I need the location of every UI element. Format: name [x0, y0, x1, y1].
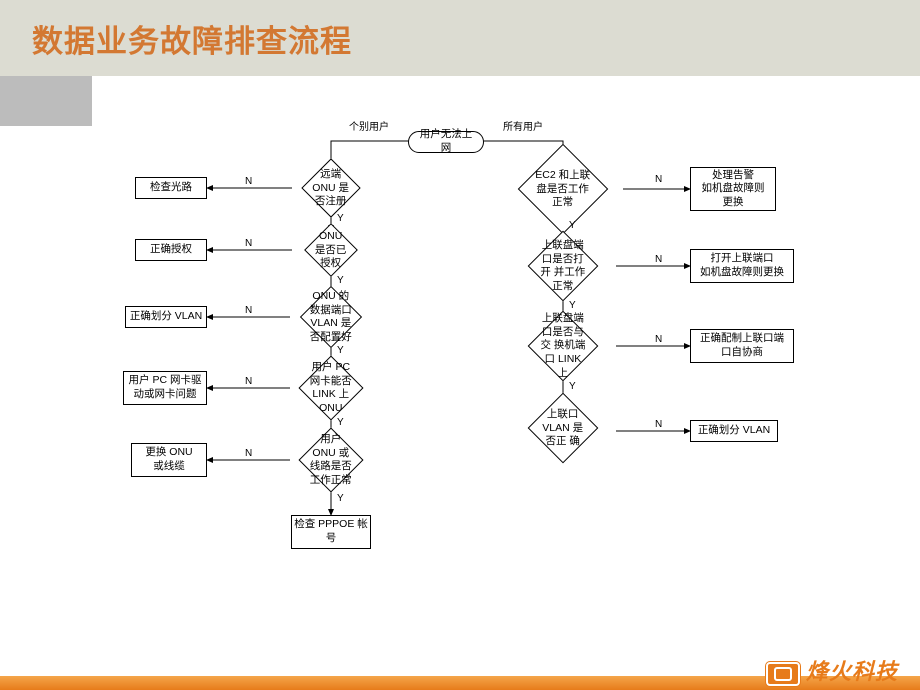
- right-a1: 处理告警 如机盘故障则 更换: [690, 167, 776, 211]
- right-a2: 打开上联端口 如机盘故障则更换: [690, 249, 794, 283]
- left-a1: 检查光路: [135, 177, 207, 199]
- left-a5: 更换 ONU 或线缆: [131, 443, 207, 477]
- lbl-y: Y: [337, 212, 344, 225]
- right-a4: 正确划分 VLAN: [690, 420, 778, 442]
- lbl-n: N: [655, 253, 662, 266]
- right-d2: 上联盘端口是否打开 并工作正常: [528, 231, 599, 302]
- side-block: [0, 76, 92, 126]
- left-a4: 用户 PC 网卡驱 动或网卡问题: [123, 371, 207, 405]
- lbl-y: Y: [337, 416, 344, 429]
- lbl-n: N: [655, 418, 662, 431]
- right-d1: EC2 和上联盘是否工作正常: [518, 144, 609, 235]
- logo-text: 烽火科技: [806, 654, 898, 686]
- lbl-n: N: [245, 237, 252, 250]
- lbl-n: N: [655, 333, 662, 346]
- branch-right-label: 所有用户: [493, 121, 553, 134]
- lbl-y: Y: [337, 492, 344, 505]
- page-title: 数据业务故障排查流程: [32, 16, 352, 61]
- left-d1: 远端 ONU 是否注册: [301, 158, 360, 217]
- lbl-n: N: [655, 173, 662, 186]
- left-a3: 正确划分 VLAN: [125, 306, 207, 328]
- connectors: [95, 115, 910, 635]
- right-d3: 上联盘端口是否与交 换机端口 LINK 上: [528, 311, 599, 382]
- lbl-n: N: [245, 175, 252, 188]
- branch-left-label: 个别用户: [339, 121, 399, 134]
- left-d4: 用户 PC 网卡能否 LINK 上 ONU: [298, 355, 363, 420]
- lbl-n: N: [245, 304, 252, 317]
- title-bar: 数据业务故障排查流程: [0, 0, 920, 76]
- right-a3: 正确配制上联口端 口自协商: [690, 329, 794, 363]
- lbl-n: N: [245, 375, 252, 388]
- logo-icon: [766, 662, 800, 686]
- footer: 烽火科技: [0, 652, 920, 690]
- left-end: 检查 PPPOE 帐 号: [291, 515, 371, 549]
- left-d3: ONU 的数据端口 VLAN 是否配置好: [300, 286, 362, 348]
- left-d5: 用户 ONU 或 线路是否工作正常: [298, 427, 363, 492]
- brand-logo: 烽火科技: [766, 654, 898, 686]
- lbl-n: N: [245, 447, 252, 460]
- lbl-y: Y: [569, 219, 576, 232]
- lbl-y: Y: [337, 274, 344, 287]
- start-node: 用户无法上网: [408, 131, 484, 153]
- lbl-y: Y: [569, 380, 576, 393]
- right-d4: 上联口 VLAN 是否正 确: [528, 393, 599, 464]
- flowchart: 用户无法上网 个别用户 所有用户 远端 ONU 是否注册 ONU 是否已授权 O…: [95, 115, 910, 635]
- left-a2: 正确授权: [135, 239, 207, 261]
- left-d2: ONU 是否已授权: [304, 223, 358, 277]
- lbl-y: Y: [337, 344, 344, 357]
- lbl-y: Y: [569, 299, 576, 312]
